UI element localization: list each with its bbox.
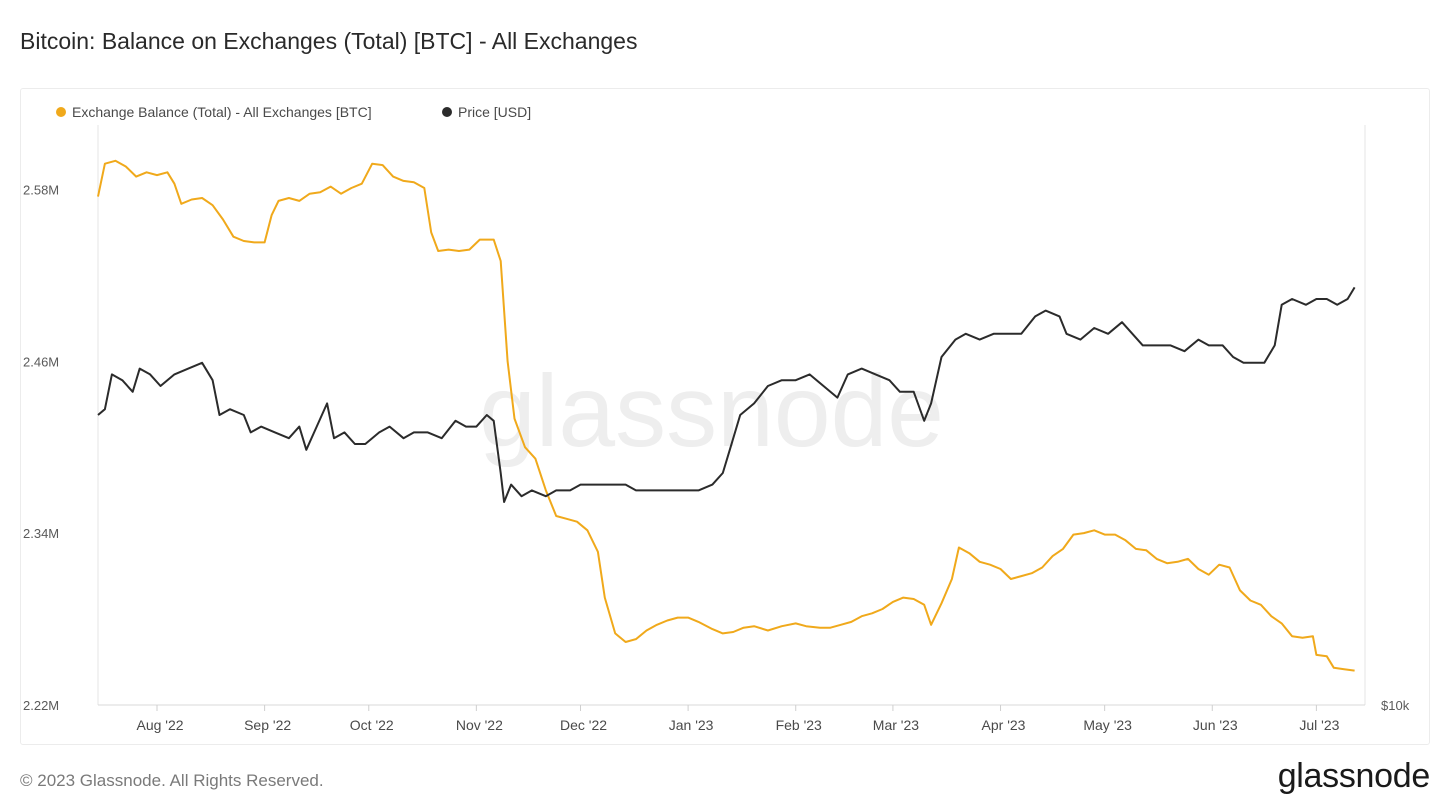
- x-tick-label: Aug '22: [136, 717, 183, 733]
- legend-marker-balance: [56, 107, 66, 117]
- x-tick-label: Jun '23: [1193, 717, 1238, 733]
- x-tick-label: Feb '23: [776, 717, 822, 733]
- x-tick-label: Mar '23: [873, 717, 919, 733]
- legend[interactable]: Exchange Balance (Total) - All Exchanges…: [56, 104, 531, 120]
- x-tick-label: May '23: [1083, 717, 1132, 733]
- series-line-balance: [97, 159, 1355, 672]
- legend-marker-price: [442, 107, 452, 117]
- x-tick-label: Apr '23: [982, 717, 1026, 733]
- y-tick-label: 2.46M: [23, 354, 59, 369]
- legend-label-balance[interactable]: Exchange Balance (Total) - All Exchanges…: [72, 104, 372, 120]
- y-tick-label: 2.58M: [23, 182, 59, 197]
- glassnode-logo[interactable]: glassnode: [1277, 757, 1431, 795]
- x-tick-label: Sep '22: [244, 717, 291, 733]
- series-layer: [97, 159, 1356, 672]
- y-right-tick-label: $10k: [1381, 698, 1410, 713]
- series-line-price: [97, 286, 1356, 503]
- axes: 2.22M 2.34M 2.46M 2.58M $10k Aug '22 Sep '22 Oc…: [23, 125, 1410, 733]
- y-tick-label: 2.22M: [23, 698, 59, 713]
- copyright-footer: © 2023 Glassnode. All Rights Reserved.: [20, 771, 324, 790]
- chart-svg: Exchange Balance (Total) - All Exchanges…: [23, 104, 1410, 733]
- x-tick-label: Dec '22: [560, 717, 607, 733]
- watermark: glassnode: [479, 354, 944, 468]
- x-tick-label: Jul '23: [1299, 717, 1339, 733]
- y-tick-label: 2.34M: [23, 526, 59, 541]
- page-title: Bitcoin: Balance on Exchanges (Total) [B…: [20, 28, 638, 54]
- legend-label-price[interactable]: Price [USD]: [458, 104, 531, 120]
- chart-card: Exchange Balance (Total) - All Exchanges…: [20, 88, 1430, 745]
- x-tick-label: Jan '23: [669, 717, 714, 733]
- x-tick-label: Nov '22: [456, 717, 503, 733]
- x-tick-label: Oct '22: [350, 717, 394, 733]
